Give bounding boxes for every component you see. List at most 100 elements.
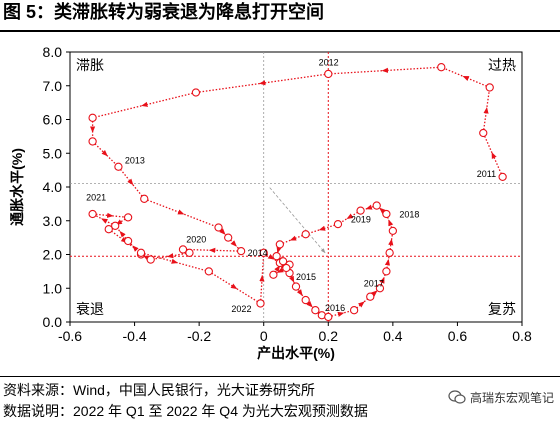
data-point [278, 257, 288, 266]
series-segment [328, 309, 355, 318]
quadrant-label-stagflation: 滞胀 [76, 57, 104, 73]
page-title: 图 5：类滞胀转为弱衰退为降息打开空间 [3, 2, 325, 22]
data-point [485, 83, 494, 92]
data-point [272, 252, 281, 261]
data-point [498, 172, 507, 182]
data-point [146, 255, 155, 264]
series-segment [144, 198, 219, 229]
watermark: 高瑞东宏观笔记 [448, 388, 554, 406]
year-label: 2021 [86, 193, 106, 203]
source-note: 资料来源：Wind，中国人民银行，光大证券研究所 [3, 382, 315, 398]
quadrant-label-overheat: 过热 [488, 57, 516, 73]
year-label: 2022 [231, 304, 251, 314]
year-label: 2015 [296, 272, 316, 282]
data-point [275, 240, 285, 249]
data-point [214, 223, 223, 232]
series-segment [441, 66, 490, 89]
data-note: 数据说明：2022 年 Q1 至 2022 年 Q4 为光大宏观预测数据 [3, 403, 368, 419]
y-tick-label: 5.0 [43, 145, 63, 161]
series-segment [328, 66, 442, 75]
data-point [136, 248, 146, 257]
data-point [388, 226, 398, 236]
data-point [88, 209, 97, 219]
data-point [269, 270, 278, 279]
title-divider [0, 30, 560, 32]
year-label: 2018 [399, 209, 419, 219]
x-tick-label: 0.2 [319, 328, 339, 344]
series-segment [195, 73, 329, 94]
y-tick-label: 3.0 [43, 213, 63, 229]
data-point [123, 236, 133, 246]
series-segment [117, 166, 145, 200]
series-segment [92, 213, 116, 227]
data-point [191, 88, 201, 97]
series-segment [92, 91, 197, 119]
x-tick-label: -0.2 [187, 328, 211, 344]
y-tick-label: 8.0 [43, 44, 63, 60]
data-point [256, 299, 265, 308]
data-point [301, 230, 310, 239]
data-point [382, 267, 391, 276]
series-segment [482, 87, 491, 134]
data-point [479, 128, 488, 138]
data-point [324, 69, 333, 79]
year-label: 2020 [186, 235, 206, 245]
data-point [224, 233, 233, 242]
year-label: 2013 [125, 155, 145, 165]
y-tick-label: 2.0 [43, 247, 63, 263]
y-axis-label: 通胀水平(%) [9, 148, 25, 226]
year-label: 2011 [477, 169, 496, 179]
data-point [114, 162, 123, 171]
data-point [88, 137, 97, 146]
year-label: 2019 [351, 214, 371, 224]
data-point [301, 295, 310, 305]
y-tick-label: 0.0 [43, 314, 63, 330]
x-tick-label: 0.6 [448, 328, 468, 344]
watermark-text: 高瑞东宏观笔记 [469, 390, 554, 405]
data-point [356, 206, 365, 215]
series-segment [218, 227, 229, 239]
y-tick-label: 4.0 [43, 179, 63, 195]
wechat-icon [448, 390, 466, 404]
x-tick-label: 0.4 [383, 328, 403, 344]
data-point [324, 312, 333, 322]
data-point [204, 267, 213, 276]
data-point [88, 113, 97, 122]
series-segment [288, 272, 297, 287]
series-segment [305, 299, 316, 311]
x-tick-label: 0 [260, 328, 268, 344]
data-point [349, 306, 359, 315]
x-tick-label: 0.8 [512, 328, 532, 344]
data-point [111, 221, 120, 230]
data-point [236, 246, 246, 256]
data-point [259, 248, 268, 257]
series-segment [208, 270, 261, 304]
data-point [185, 248, 194, 257]
x-tick-label: -0.4 [123, 328, 147, 344]
data-point [178, 245, 188, 254]
series-segment [92, 212, 129, 219]
data-point [366, 292, 375, 301]
y-tick-label: 1.0 [43, 280, 63, 296]
year-label: 2014 [248, 248, 268, 258]
shift-arrow [269, 187, 326, 254]
series-segment [482, 132, 504, 178]
chart: -0.6 -0.4 -0.2 0 0.2 0.4 0.6 0.8 0.0 1.0 2.0 3.0 4.0… [9, 44, 532, 361]
series-segment [279, 233, 306, 245]
data-point [375, 284, 385, 293]
series-segment [92, 140, 119, 168]
data-point [123, 213, 133, 222]
data-point [333, 219, 343, 229]
series-segment [337, 210, 361, 225]
quadrant-label-recovery: 复苏 [488, 301, 516, 317]
series-segment [259, 252, 265, 304]
data-point [311, 306, 320, 315]
quadrant-label-recession: 衰退 [76, 301, 104, 317]
data-point [282, 263, 291, 273]
series-segment [305, 223, 339, 235]
y-tick-label: 7.0 [43, 78, 63, 94]
year-label: 2017 [364, 279, 384, 289]
y-tick-label: 6.0 [43, 112, 63, 128]
year-label: 2012 [319, 58, 339, 68]
data-point [291, 282, 301, 291]
